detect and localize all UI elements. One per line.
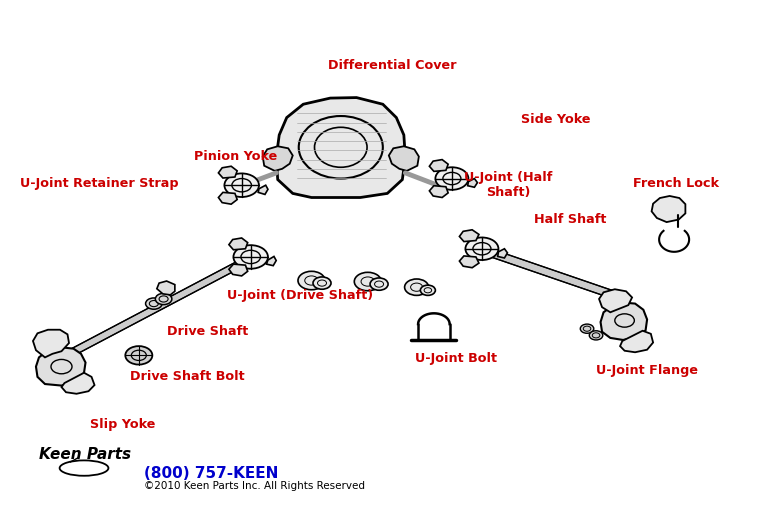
Circle shape — [298, 271, 325, 290]
Polygon shape — [263, 146, 293, 171]
Text: Keen Parts: Keen Parts — [39, 447, 131, 462]
Text: U-Joint Bolt: U-Joint Bolt — [415, 352, 497, 365]
Polygon shape — [258, 185, 268, 194]
Polygon shape — [36, 347, 85, 385]
Circle shape — [404, 279, 429, 295]
Polygon shape — [266, 256, 276, 266]
Polygon shape — [33, 330, 69, 357]
Text: U-Joint Retainer Strap: U-Joint Retainer Strap — [20, 177, 179, 190]
Text: Half Shaft: Half Shaft — [534, 212, 607, 225]
Polygon shape — [219, 192, 237, 204]
Circle shape — [581, 324, 594, 333]
Circle shape — [146, 298, 162, 309]
Polygon shape — [460, 256, 479, 268]
Polygon shape — [430, 186, 448, 197]
Polygon shape — [276, 97, 405, 197]
Circle shape — [354, 272, 381, 291]
Polygon shape — [157, 281, 175, 295]
Text: Differential Cover: Differential Cover — [327, 59, 456, 72]
Circle shape — [435, 167, 468, 190]
Text: Drive Shaft: Drive Shaft — [167, 325, 249, 338]
Text: Pinion Yoke: Pinion Yoke — [194, 150, 277, 163]
Polygon shape — [651, 196, 685, 222]
Text: U-Joint (Drive Shaft): U-Joint (Drive Shaft) — [227, 290, 373, 303]
Polygon shape — [229, 264, 248, 276]
Circle shape — [370, 278, 388, 290]
Text: Drive Shaft Bolt: Drive Shaft Bolt — [130, 370, 245, 383]
Circle shape — [420, 285, 435, 295]
Text: Slip Yoke: Slip Yoke — [90, 418, 156, 430]
Circle shape — [233, 245, 268, 269]
Polygon shape — [601, 303, 647, 340]
Circle shape — [589, 330, 603, 340]
Polygon shape — [467, 179, 477, 188]
Polygon shape — [620, 330, 653, 352]
Polygon shape — [480, 245, 628, 304]
Polygon shape — [497, 249, 507, 258]
Polygon shape — [599, 289, 632, 312]
Circle shape — [126, 346, 152, 365]
Text: U-Joint Flange: U-Joint Flange — [596, 364, 698, 377]
Text: Side Yoke: Side Yoke — [521, 113, 591, 126]
Text: (800) 757-KEEN: (800) 757-KEEN — [144, 466, 279, 481]
Polygon shape — [219, 166, 237, 178]
Text: French Lock: French Lock — [633, 177, 718, 190]
Circle shape — [313, 277, 331, 289]
Polygon shape — [389, 146, 419, 171]
Polygon shape — [229, 238, 248, 250]
Polygon shape — [430, 160, 448, 171]
Polygon shape — [71, 252, 255, 357]
Polygon shape — [460, 230, 479, 241]
Circle shape — [465, 237, 498, 260]
Polygon shape — [62, 373, 95, 394]
Text: ©2010 Keen Parts Inc. All Rights Reserved: ©2010 Keen Parts Inc. All Rights Reserve… — [144, 481, 365, 491]
Circle shape — [156, 293, 172, 305]
Circle shape — [224, 174, 259, 197]
Text: U-Joint (Half
Shaft): U-Joint (Half Shaft) — [464, 171, 552, 199]
